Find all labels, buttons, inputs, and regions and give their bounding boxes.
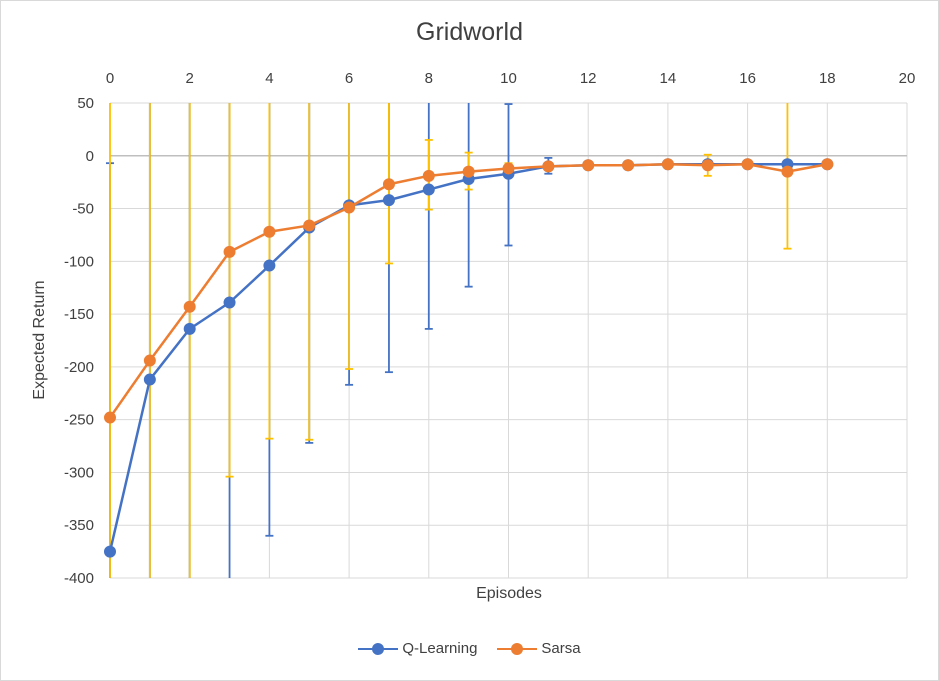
data-point-sarsa [104, 411, 116, 424]
data-point-q-learning [422, 183, 435, 196]
data-point-sarsa [741, 158, 754, 171]
data-point-sarsa [502, 162, 515, 175]
legend-item-q-learning: Q-Learning [358, 640, 477, 657]
x-tick-label: 12 [580, 70, 597, 87]
data-point-sarsa [661, 158, 674, 171]
y-tick-label: -200 [64, 359, 94, 376]
data-point-sarsa [143, 354, 156, 367]
data-point-sarsa [422, 169, 435, 182]
legend: Q-Learning Sarsa [0, 640, 939, 657]
data-point-sarsa [781, 165, 794, 178]
x-tick-label: 18 [819, 70, 836, 87]
legend-item-sarsa: Sarsa [497, 640, 581, 657]
data-point-q-learning [143, 373, 156, 386]
data-point-sarsa [183, 300, 196, 313]
data-point-sarsa [382, 178, 395, 191]
data-point-sarsa [303, 219, 316, 232]
x-axis-label: Episodes [476, 585, 542, 602]
tick-labels: 0 2 4 6 8 10 12 14 16 18 20 50 0 -50 -100 -150 -200 -250 -… [64, 70, 915, 587]
data-point-sarsa [622, 159, 635, 172]
error-bars [106, 103, 832, 578]
x-tick-label: 2 [186, 70, 194, 87]
data-point-sarsa [223, 245, 236, 258]
legend-label-sarsa: Sarsa [541, 640, 581, 657]
data-point-sarsa [263, 225, 276, 238]
chart-title: Gridworld [416, 18, 523, 46]
data-point-q-learning [263, 259, 276, 272]
x-tick-label: 10 [500, 70, 517, 87]
legend-swatch-sarsa [497, 642, 538, 655]
legend-swatch-q-learning [358, 642, 399, 655]
data-point-q-learning [104, 545, 116, 558]
y-tick-label: 0 [86, 148, 94, 165]
series-lines [104, 158, 834, 558]
data-point-sarsa [582, 159, 595, 172]
data-point-q-learning [223, 296, 236, 309]
data-point-q-learning [382, 194, 395, 207]
y-tick-label: -150 [64, 306, 94, 323]
y-tick-label: -400 [64, 570, 94, 587]
data-point-sarsa [542, 160, 555, 173]
x-tick-label: 14 [660, 70, 677, 87]
y-tick-label: 50 [77, 95, 94, 112]
x-tick-label: 8 [425, 70, 433, 87]
y-tick-label: -300 [64, 464, 94, 481]
x-tick-label: 6 [345, 70, 353, 87]
data-point-sarsa [701, 159, 714, 172]
data-point-q-learning [183, 322, 196, 335]
y-tick-label: -100 [64, 253, 94, 270]
data-point-sarsa [343, 201, 356, 214]
y-tick-label: -50 [72, 201, 94, 218]
y-tick-label: -250 [64, 412, 94, 429]
legend-label-q-learning: Q-Learning [402, 640, 478, 657]
x-tick-label: 4 [265, 70, 273, 87]
data-point-sarsa [821, 158, 834, 171]
x-tick-label: 20 [899, 70, 916, 87]
y-tick-label: -350 [64, 517, 94, 534]
data-point-sarsa [462, 165, 475, 178]
x-tick-label: 0 [106, 70, 114, 87]
x-tick-label: 16 [739, 70, 756, 87]
